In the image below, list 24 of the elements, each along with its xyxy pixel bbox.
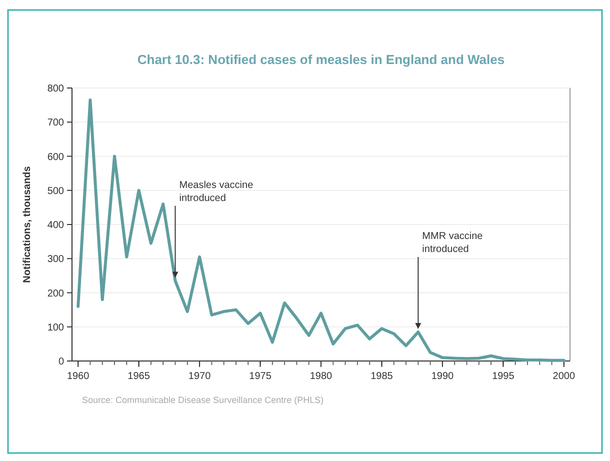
annotation: Measles vaccine introduced <box>179 180 254 204</box>
x-tick-label: 1985 <box>370 371 394 382</box>
y-tick-label: 300 <box>47 254 64 266</box>
annotation: MMR vaccine introduced <box>422 230 484 255</box>
y-tick-label: 400 <box>47 220 64 231</box>
y-tick-label: 0 <box>58 356 64 368</box>
x-tick-label: 1970 <box>188 371 212 382</box>
y-tick-label: 800 <box>47 84 64 94</box>
x-tick-label: 1980 <box>310 371 333 382</box>
x-tick-label: 1990 <box>431 371 454 382</box>
x-tick-label: 1960 <box>66 371 90 382</box>
y-tick-label: 500 <box>47 186 64 197</box>
chart-title: Chart 10.3: Notified cases of measles in England and Wales <box>137 52 505 67</box>
y-tick-label: 100 <box>47 322 64 334</box>
y-tick-label: 600 <box>47 152 64 163</box>
y-tick-label: 200 <box>47 288 64 300</box>
x-tick-label: 1965 <box>128 371 150 382</box>
y-axis-title: Notifications, thousands <box>22 166 33 283</box>
y-tick-label: 700 <box>47 118 64 129</box>
x-tick-label: 2000 <box>552 371 576 382</box>
line-series <box>76 98 566 362</box>
x-tick-label: 1975 <box>249 371 272 382</box>
x-tick-label: 1995 <box>492 371 515 382</box>
source-note: Source: Communicable Disease Surveillance Centre (PHLS) <box>82 395 324 405</box>
